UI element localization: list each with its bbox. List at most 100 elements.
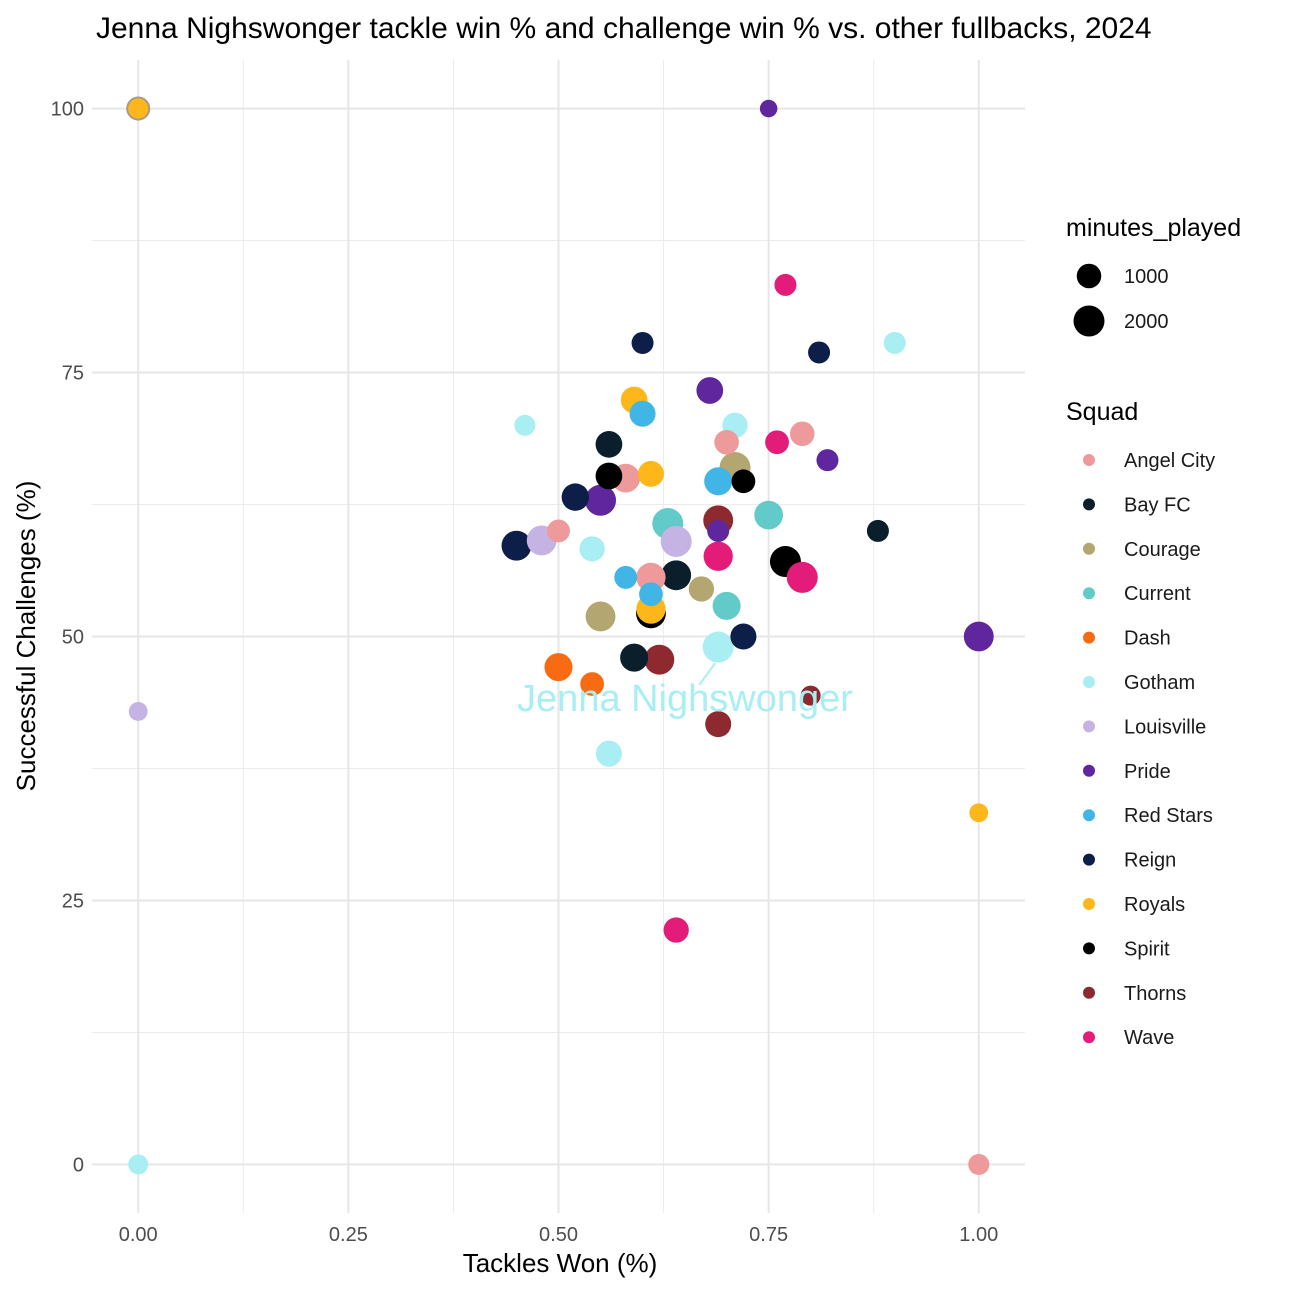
data-points <box>126 96 994 1175</box>
data-point-angel-city <box>714 429 739 455</box>
data-point-pride <box>707 519 730 542</box>
data-point-current <box>712 591 741 620</box>
color-legend-label: Pride <box>1124 761 1171 783</box>
data-point-spirit <box>731 469 756 494</box>
data-point-red-stars <box>614 565 638 589</box>
size-legend-key <box>1076 263 1102 289</box>
data-point-reign <box>808 341 831 364</box>
data-point-reign <box>501 530 532 561</box>
color-legend-key <box>1083 809 1095 822</box>
size-legend-key <box>1073 305 1105 337</box>
color-legend-key <box>1083 454 1095 466</box>
x-tick-label: 0.00 <box>119 1224 158 1246</box>
color-legend-label: Red Stars <box>1124 805 1213 827</box>
data-point-gotham <box>128 1154 149 1175</box>
color-legend-key <box>1083 720 1095 733</box>
x-tick-label: 0.25 <box>329 1224 368 1246</box>
axis-ticks: 0.00 0.25 0.50 0.75 1.00 0 25 50 75 100 <box>51 99 999 1246</box>
data-point-wave <box>765 430 789 455</box>
color-legend-key <box>1083 764 1095 777</box>
data-point-bay-fc <box>866 519 889 542</box>
x-tick-label: 1.00 <box>959 1224 998 1246</box>
data-point-pride <box>816 449 839 472</box>
data-point-thorns <box>644 644 675 675</box>
data-point-spirit <box>595 462 623 490</box>
data-point-reign <box>730 623 757 650</box>
data-point-red-stars <box>629 400 656 427</box>
size-legend-title: minutes_played <box>1066 214 1241 242</box>
data-point-pride <box>696 377 724 404</box>
color-legend-label: Current <box>1124 583 1191 605</box>
color-legend-key <box>1083 676 1095 688</box>
color-legend-key <box>1083 986 1095 999</box>
data-point-pride <box>963 621 994 652</box>
size-legend-label: 1000 <box>1124 266 1169 288</box>
color-legend: Squad Angel City Bay FC Courage Current Dash… <box>1066 398 1215 1049</box>
color-legend-label: Dash <box>1124 628 1171 650</box>
color-legend-key <box>1083 542 1095 555</box>
data-point-dash <box>580 672 605 696</box>
color-legend-label: Wave <box>1124 1027 1174 1049</box>
color-legend-key <box>1083 898 1095 910</box>
data-point-pride <box>585 484 617 516</box>
data-point-red-stars <box>639 582 663 607</box>
color-legend-key <box>1083 1031 1095 1044</box>
y-tick-label: 75 <box>62 363 84 385</box>
color-legend-label: Courage <box>1124 539 1201 561</box>
color-legend-key <box>1083 853 1095 866</box>
data-point-louisville <box>128 702 148 721</box>
data-point-courage <box>688 576 715 602</box>
color-legend-label: Spirit <box>1124 938 1170 960</box>
color-legend-key <box>1083 498 1095 511</box>
data-point-wave <box>786 561 818 593</box>
data-point-angel-city <box>968 1153 990 1175</box>
data-point-red-stars <box>704 467 733 496</box>
data-point-royals <box>637 460 664 487</box>
data-point-gotham <box>702 631 734 663</box>
color-legend-label: Gotham <box>1124 672 1195 694</box>
data-point-wave <box>774 273 797 296</box>
color-legend-label: Thorns <box>1124 983 1186 1005</box>
data-point-bay-fc <box>620 643 649 672</box>
color-legend-label: Royals <box>1124 894 1185 916</box>
data-point-gotham <box>514 414 536 436</box>
data-point-gotham <box>595 740 622 767</box>
color-legend-key <box>1083 631 1095 644</box>
data-point-dash <box>544 653 573 682</box>
data-point-wave <box>663 917 689 943</box>
color-legend-key <box>1083 587 1095 600</box>
data-point-bay-fc <box>661 560 692 591</box>
annotation-label: Jenna Nighswonger <box>517 678 853 720</box>
data-point-royals <box>126 96 151 121</box>
y-axis-title: Successful Challenges (%) <box>11 481 41 792</box>
data-point-wave <box>703 541 733 571</box>
y-tick-label: 0 <box>73 1154 84 1176</box>
data-point-thorns <box>800 685 821 706</box>
data-point-pride <box>759 99 778 118</box>
x-tick-label: 0.50 <box>539 1224 578 1246</box>
color-legend-title: Squad <box>1066 398 1138 426</box>
data-point-reign <box>561 483 590 511</box>
size-legend-label: 2000 <box>1124 311 1169 333</box>
y-tick-label: 100 <box>51 99 84 121</box>
color-legend-key <box>1083 942 1095 955</box>
size-legend: minutes_played 1000 2000 <box>1066 214 1241 337</box>
annotation-leader-line <box>698 662 717 686</box>
data-point-angel-city <box>789 421 815 447</box>
color-legend-label: Angel City <box>1124 450 1215 472</box>
data-point-gotham <box>883 331 906 354</box>
data-point-angel-city <box>547 519 570 543</box>
x-axis-title: Tackles Won (%) <box>463 1248 658 1278</box>
data-point-louisville <box>660 525 692 557</box>
chart-title: Jenna Nighswonger tackle win % and chall… <box>96 12 1152 45</box>
data-point-gotham <box>579 536 605 562</box>
x-tick-label: 0.75 <box>749 1224 788 1246</box>
data-point-royals <box>969 803 989 823</box>
color-legend-label: Louisville <box>1124 716 1206 738</box>
color-legend-label: Reign <box>1124 850 1176 872</box>
data-point-current <box>754 500 783 530</box>
data-point-courage <box>585 601 616 632</box>
data-point-thorns <box>705 711 732 738</box>
